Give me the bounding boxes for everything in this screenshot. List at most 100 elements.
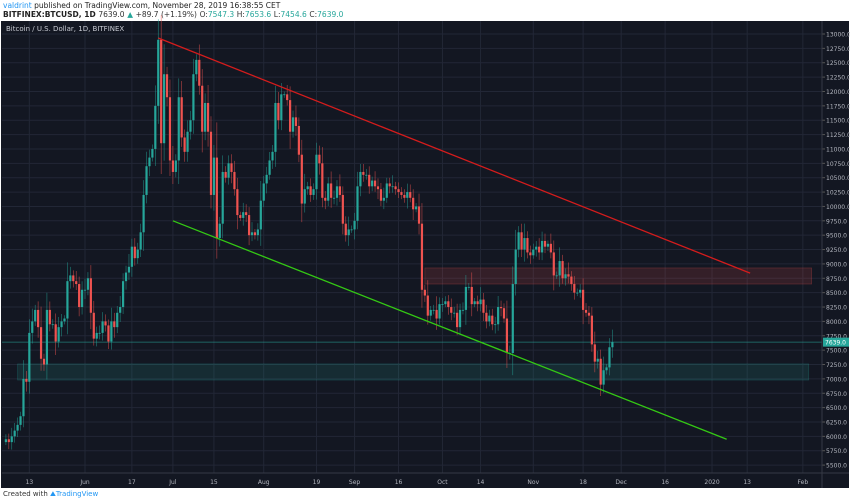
price-tick-label: 6500.0 bbox=[826, 405, 847, 412]
candle-body bbox=[461, 309, 465, 311]
candle-body bbox=[400, 192, 403, 195]
candle-body bbox=[514, 249, 517, 285]
candle-body bbox=[291, 117, 295, 132]
candle-body bbox=[382, 197, 385, 201]
candle-body bbox=[388, 183, 391, 187]
candle-body bbox=[479, 299, 482, 305]
candle-body bbox=[497, 307, 500, 325]
time-tick-label: Sep bbox=[349, 479, 361, 486]
candle-body bbox=[438, 304, 441, 319]
candle-body bbox=[280, 94, 283, 121]
candle-body bbox=[420, 223, 424, 290]
candle-body bbox=[373, 180, 377, 187]
candle-body bbox=[119, 307, 122, 313]
candle-body bbox=[25, 378, 28, 382]
candle-body bbox=[259, 200, 262, 230]
candle-body bbox=[10, 436, 13, 443]
tradingview-link[interactable]: TradingView bbox=[55, 490, 99, 498]
candle-body bbox=[227, 163, 230, 178]
price-axis[interactable]: 13000.0 12750.0 12500.0 12250.0 12000.0 11750… bbox=[821, 21, 850, 488]
low-label: L: bbox=[273, 10, 281, 19]
support-trendline bbox=[172, 220, 727, 440]
candle-body bbox=[69, 275, 72, 282]
candle-body bbox=[215, 157, 218, 239]
candle-body bbox=[297, 125, 300, 155]
candle-body bbox=[101, 321, 104, 333]
time-tick-label: 16 bbox=[661, 479, 669, 486]
time-tick-label: Feb bbox=[798, 479, 809, 486]
candle-body bbox=[476, 301, 479, 305]
candle-body bbox=[593, 344, 596, 362]
candle-body bbox=[540, 240, 544, 253]
candle-body bbox=[567, 274, 570, 277]
author-link[interactable]: valdrint bbox=[3, 1, 32, 10]
candle-body bbox=[552, 252, 555, 276]
candle-body bbox=[579, 289, 582, 293]
candle-body bbox=[37, 309, 40, 328]
time-tick-label: 17 bbox=[128, 479, 136, 486]
candle-body bbox=[7, 439, 10, 443]
candle-body bbox=[16, 424, 19, 431]
candle-body bbox=[371, 180, 374, 187]
created-with-text: Created with bbox=[3, 490, 48, 498]
candle-body bbox=[22, 378, 25, 417]
tradingview-logo-icon: ⛰ bbox=[50, 490, 56, 498]
candle-body bbox=[576, 292, 579, 294]
current-price-badge bbox=[823, 337, 849, 347]
candle-body bbox=[206, 102, 210, 132]
candle-body bbox=[195, 59, 198, 75]
candle-body bbox=[590, 315, 593, 345]
candle-body bbox=[136, 249, 139, 259]
trendlines bbox=[158, 37, 751, 440]
candle-body bbox=[92, 312, 95, 339]
candle-body bbox=[543, 240, 547, 247]
candle-body bbox=[233, 171, 236, 190]
candle-body bbox=[48, 309, 51, 325]
candle-body bbox=[63, 318, 66, 322]
price-tick-label: 8750.0 bbox=[826, 276, 847, 283]
price-tick-label: 5500.0 bbox=[826, 463, 847, 470]
candle-body bbox=[379, 189, 383, 201]
price-tick-label: 11750.0 bbox=[826, 103, 850, 110]
candle-body bbox=[573, 284, 576, 293]
candle-body bbox=[289, 100, 292, 132]
current-price-label: 7639.0 bbox=[825, 340, 846, 347]
candle-body bbox=[303, 189, 306, 204]
candle-body bbox=[470, 286, 473, 305]
candle-body bbox=[535, 246, 538, 250]
candle-body bbox=[274, 102, 277, 152]
time-tick-label: 18 bbox=[579, 479, 587, 486]
candle-body bbox=[394, 186, 397, 190]
candle-body bbox=[318, 154, 321, 164]
candle-body bbox=[148, 157, 151, 167]
candle-body bbox=[13, 430, 16, 437]
candle-body bbox=[365, 174, 368, 176]
candle-body bbox=[80, 289, 84, 308]
footer: Created with ⛰TradingView bbox=[3, 490, 98, 499]
candle-body bbox=[230, 163, 233, 172]
price-tick-label: 12000.0 bbox=[826, 89, 850, 96]
candle-body bbox=[555, 275, 558, 277]
candle-body bbox=[180, 97, 183, 138]
price-tick-label: 7750.0 bbox=[826, 333, 847, 340]
candle-body bbox=[412, 197, 415, 210]
resistance-zone bbox=[424, 267, 812, 285]
candle-body bbox=[315, 154, 318, 190]
candle-body bbox=[247, 215, 251, 236]
published-text: published on TradingView.com, November 2… bbox=[34, 1, 281, 10]
candle-body bbox=[353, 220, 356, 230]
candle-body bbox=[602, 370, 605, 385]
candle-body bbox=[523, 238, 526, 250]
change-arrow-icon: ▲ bbox=[127, 10, 133, 19]
candle-body bbox=[189, 120, 192, 132]
candle-body bbox=[145, 166, 148, 195]
candle-body bbox=[198, 59, 201, 86]
candle-body bbox=[19, 416, 22, 425]
chart-legend: Bitcoin / U.S. Dollar, 1D, BITFINEX bbox=[6, 25, 124, 33]
time-axis[interactable]: 13 Jun 17 Jul 15 Aug 19 Sep 16 Oct 14 Nov 18 Dec 16 202… bbox=[2, 472, 849, 486]
candle-body bbox=[608, 347, 611, 368]
candle-body bbox=[157, 39, 160, 106]
candle-body bbox=[362, 171, 365, 175]
ohlc-bar: BITFINEX:BTCUSD, 1D 7639.0 ▲ +89.7 (+1.1… bbox=[3, 10, 343, 19]
